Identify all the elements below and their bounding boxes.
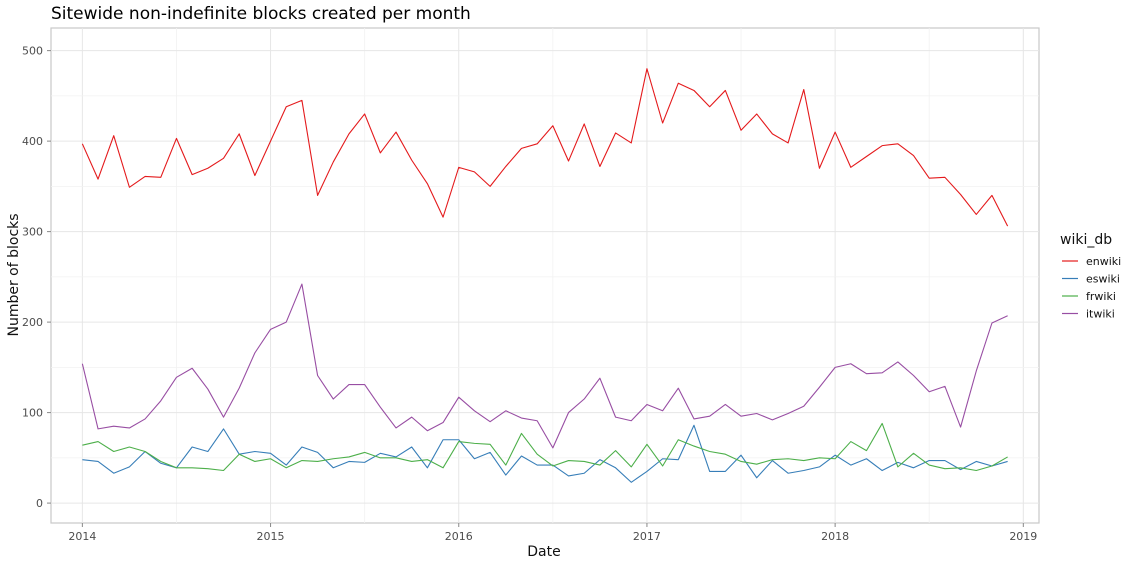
legend: wiki_db enwiki eswiki frwiki itwiki: [1060, 232, 1121, 321]
x-tick-label: 2014: [68, 530, 96, 543]
y-tick-label: 100: [22, 407, 43, 420]
legend-items: enwiki eswiki frwiki itwiki: [1062, 255, 1121, 321]
x-tick-label: 2018: [821, 530, 849, 543]
y-axis-title: Number of blocks: [6, 213, 22, 336]
series-layer: [81, 68, 1009, 483]
x-tick-label: 2017: [633, 530, 661, 543]
x-tick-label: 2016: [445, 530, 473, 543]
series-line-itwiki: [81, 283, 1008, 449]
y-tick-label: 300: [22, 226, 43, 239]
x-tick-label: 2015: [257, 530, 285, 543]
y-tick-label: 500: [22, 45, 43, 58]
series-line-enwiki: [81, 68, 1009, 227]
legend-label-frwiki: frwiki: [1086, 290, 1116, 303]
legend-label-itwiki: itwiki: [1086, 308, 1115, 321]
axis-ticks: 2014 2015 2016 2017 2018 2019 0 100 200 300 400 500: [22, 45, 1037, 543]
series-line-frwiki: [82, 422, 1008, 472]
x-axis-title: Date: [527, 544, 560, 560]
legend-label-enwiki: enwiki: [1086, 255, 1121, 268]
legend-label-eswiki: eswiki: [1086, 273, 1120, 286]
y-tick-label: 200: [22, 316, 43, 329]
x-tick-label: 2019: [1009, 530, 1037, 543]
grid-lines: [51, 28, 1039, 523]
legend-title: wiki_db: [1060, 232, 1112, 248]
chart-title: Sitewide non-indefinite blocks created p…: [51, 4, 471, 24]
y-tick-label: 400: [22, 135, 43, 148]
series-line-eswiki: [82, 424, 1008, 483]
y-tick-label: 0: [36, 497, 43, 510]
